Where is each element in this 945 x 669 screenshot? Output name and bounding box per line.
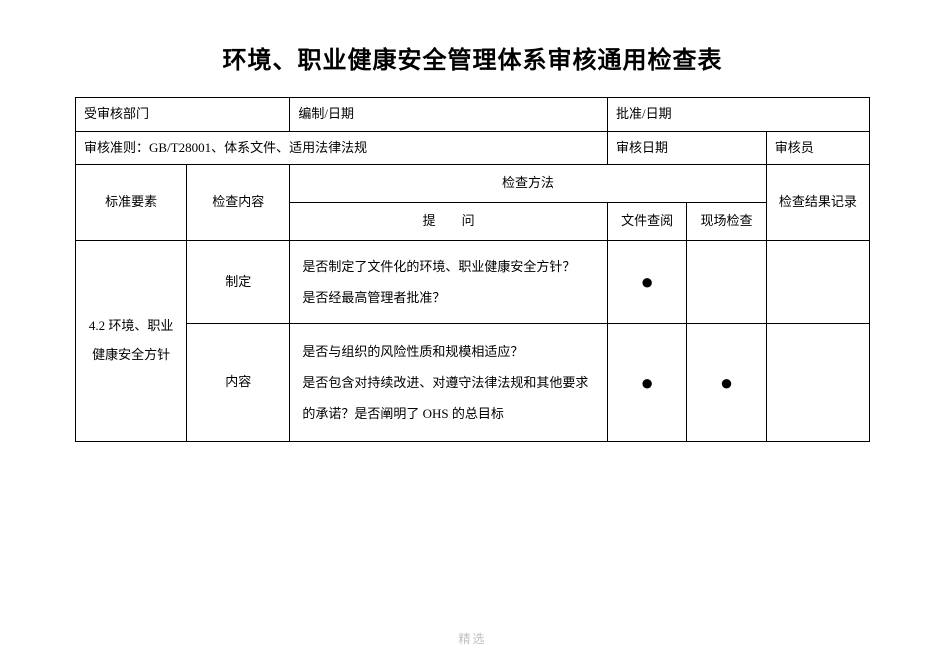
- cell-question-1: 是否制定了文件化的环境、职业健康安全方针？是否经最高管理者批准？: [290, 240, 608, 323]
- th-std-element: 标准要素: [76, 165, 187, 240]
- cell-site-2: ●: [687, 324, 766, 442]
- th-check-method: 检查方法: [290, 165, 766, 203]
- cell-result-1: [766, 240, 869, 323]
- th-result: 检查结果记录: [766, 165, 869, 240]
- cell-content-2: 内容: [187, 324, 290, 442]
- header-row-2: 审核准则：GB/T28001、体系文件、适用法律法规 审核日期 审核员: [76, 131, 870, 165]
- cell-doc-1: ●: [607, 240, 686, 323]
- approve-label: 批准/日期: [607, 98, 869, 132]
- body-row-1: 4.2 环境、职业健康安全方针 制定 是否制定了文件化的环境、职业健康安全方针？…: [76, 240, 870, 323]
- footer-text: 精选: [0, 630, 945, 647]
- thead-row-1: 标准要素 检查内容 检查方法 检查结果记录: [76, 165, 870, 203]
- audit-date-label: 审核日期: [607, 131, 766, 165]
- cell-site-1: [687, 240, 766, 323]
- cell-std: 4.2 环境、职业健康安全方针: [76, 240, 187, 441]
- criteria-label: 审核准则：GB/T28001、体系文件、适用法律法规: [76, 131, 608, 165]
- cell-content-1: 制定: [187, 240, 290, 323]
- body-row-2: 内容 是否与组织的风险性质和规模相适应？是否包含对持续改进、对遵守法律法规和其他…: [76, 324, 870, 442]
- doc-title: 环境、职业健康安全管理体系审核通用检查表: [75, 40, 870, 75]
- dept-label: 受审核部门: [76, 98, 290, 132]
- cell-result-2: [766, 324, 869, 442]
- cell-question-2: 是否与组织的风险性质和规模相适应？是否包含对持续改进、对遵守法律法规和其他要求的…: [290, 324, 608, 442]
- audit-table: 受审核部门 编制/日期 批准/日期 审核准则：GB/T28001、体系文件、适用…: [75, 97, 870, 442]
- th-doc-review: 文件查阅: [607, 203, 686, 241]
- th-site-check: 现场检查: [687, 203, 766, 241]
- prep-label: 编制/日期: [290, 98, 608, 132]
- th-question: 提 问: [290, 203, 608, 241]
- th-check-content: 检查内容: [187, 165, 290, 240]
- cell-doc-2: ●: [607, 324, 686, 442]
- auditor-label: 审核员: [766, 131, 869, 165]
- header-row-1: 受审核部门 编制/日期 批准/日期: [76, 98, 870, 132]
